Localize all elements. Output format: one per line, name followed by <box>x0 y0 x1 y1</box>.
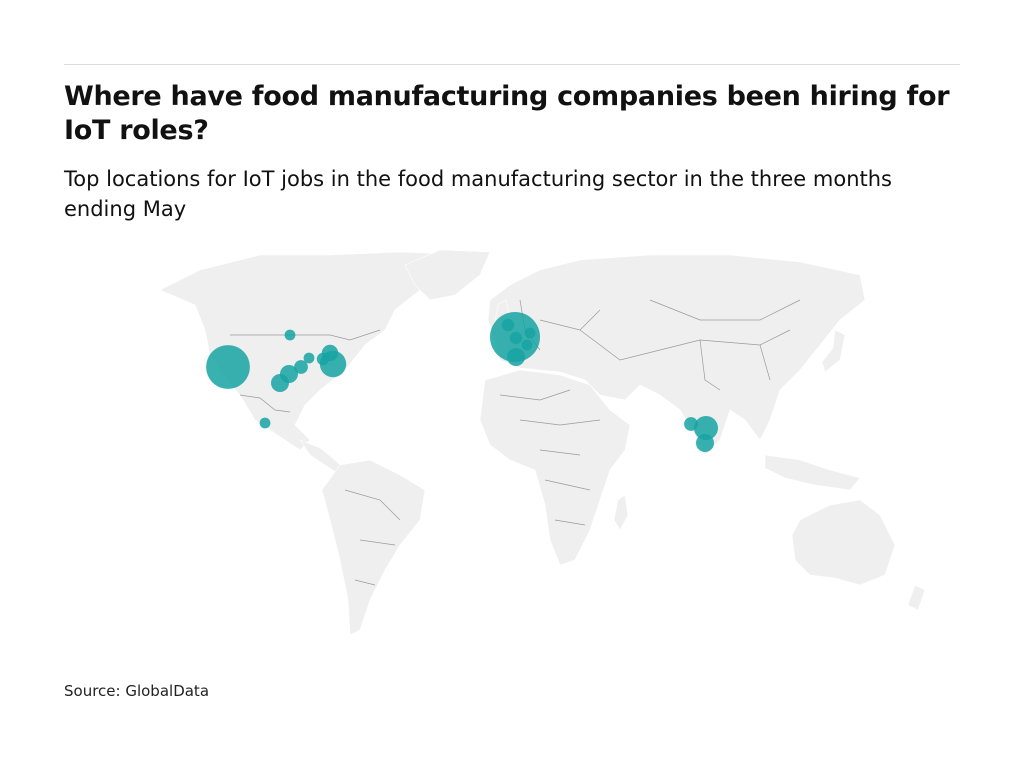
source-note: Source: GlobalData <box>64 682 210 700</box>
japan <box>821 329 846 373</box>
location-bubble <box>280 365 298 383</box>
greenland <box>404 249 491 301</box>
bubble-layer <box>206 312 718 452</box>
location-bubble <box>521 339 533 351</box>
location-bubble <box>206 345 250 389</box>
location-bubble <box>259 417 271 429</box>
new-zealand <box>907 584 926 611</box>
location-bubble <box>507 348 525 366</box>
eurasia <box>487 254 866 456</box>
location-bubble <box>694 416 718 440</box>
land-masses <box>159 249 926 636</box>
location-bubble <box>319 350 347 378</box>
world-map <box>159 249 926 636</box>
location-bubble <box>696 434 714 452</box>
africa <box>479 369 631 566</box>
madagascar <box>613 494 629 531</box>
location-bubble <box>509 331 523 345</box>
australia <box>791 499 896 586</box>
location-bubble <box>524 327 536 339</box>
location-bubble <box>303 352 315 364</box>
country-borders <box>230 299 801 586</box>
location-bubble <box>501 318 515 332</box>
chart-title: Where have food manufacturing companies … <box>64 81 950 146</box>
location-bubble <box>284 329 296 341</box>
chart-subtitle: Top locations for IoT jobs in the food m… <box>64 167 892 221</box>
southeast-asia-islands <box>764 454 861 491</box>
location-bubble <box>294 360 308 374</box>
top-divider <box>64 64 960 65</box>
south-america <box>321 459 426 636</box>
